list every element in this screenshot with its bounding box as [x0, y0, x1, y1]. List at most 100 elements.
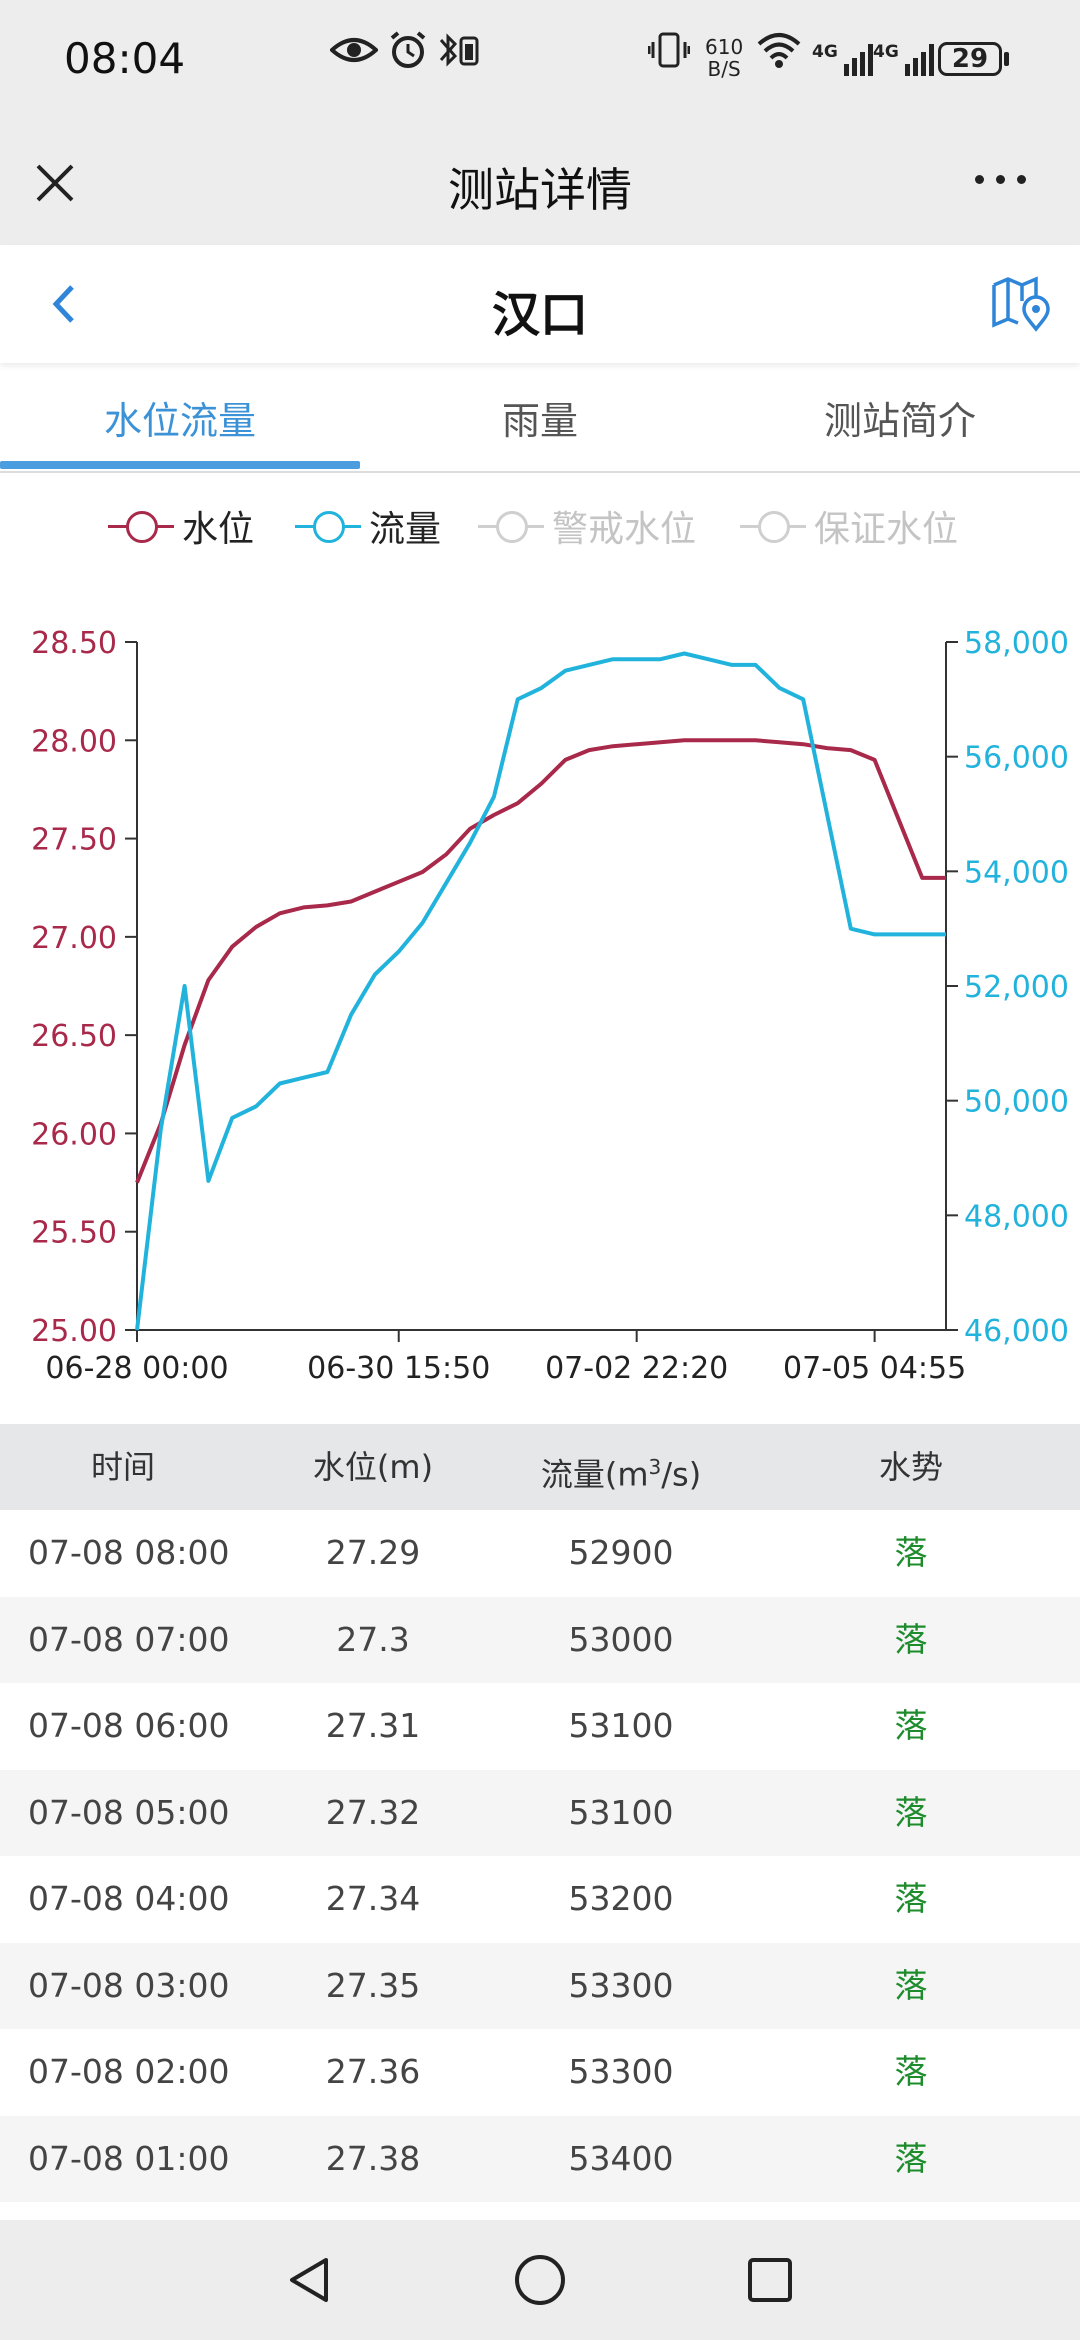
tab-bar: 水位流量 雨量 测站简介 — [0, 365, 1080, 473]
cell-time: 07-08 03:00 — [28, 1965, 230, 2005]
legend-marker — [295, 506, 361, 546]
tab-indicator — [0, 461, 360, 469]
cell-flow: 53000 — [568, 1619, 674, 1659]
legend-marker — [478, 506, 544, 546]
cell-trend: 落 — [894, 2052, 928, 2091]
header-time: 时间 — [90, 1448, 155, 1486]
legend-marker — [108, 506, 174, 546]
cell-level: 27.32 — [325, 1792, 421, 1832]
more-icon[interactable] — [975, 175, 1026, 184]
eye-icon — [329, 30, 379, 82]
y-right-tick-label: 48,000 — [964, 1199, 1069, 1234]
table-header: 时间 水位(m) 流量(m3/s) 水势 — [0, 1424, 1080, 1510]
battery-icon: 29 — [938, 42, 1002, 76]
x-tick-label: 06-30 15:50 — [307, 1351, 490, 1386]
map-icon[interactable] — [990, 275, 1050, 333]
battery-tip — [1004, 52, 1009, 66]
wifi-icon — [756, 30, 802, 82]
series-line-flow — [135, 651, 946, 1331]
header-trend: 水势 — [878, 1448, 943, 1486]
cell-flow: 53400 — [568, 2138, 674, 2178]
cell-time: 07-08 04:00 — [28, 1879, 230, 1918]
cell-time: 07-08 06:00 — [28, 1706, 230, 1745]
table-row[interactable]: 07-08 02:00 27.36 53300 落 — [0, 2029, 1080, 2116]
page-title: 测站详情 — [448, 163, 632, 217]
cell-flow: 53100 — [568, 1792, 674, 1832]
cell-trend: 落 — [894, 2138, 928, 2178]
status-bar: 08:04 610 B/S 4G 4G 29 — [0, 0, 1080, 120]
tab-water-level-flow[interactable]: 水位流量 — [103, 399, 256, 443]
cell-level: 27.31 — [325, 1706, 421, 1745]
y-left-tick-label: 25.00 — [31, 1314, 117, 1349]
water-level-flow-chart[interactable]: 25.00 25.50 26.00 26.50 27.00 27.50 28.00 28.50… — [0, 610, 1080, 1390]
table-row[interactable]: 07-08 03:00 27.35 53300 落 — [0, 1942, 1080, 2029]
y-left-tick-label: 28.00 — [31, 724, 117, 759]
x-tick-label: 06-28 00:00 — [45, 1351, 228, 1386]
cell-level: 27.36 — [325, 2052, 421, 2091]
alarm-icon — [388, 30, 428, 82]
back-icon[interactable] — [44, 281, 84, 327]
cell-flow: 53100 — [568, 1706, 674, 1745]
table-row[interactable]: 07-08 07:00 27.3 53000 落 — [0, 1596, 1080, 1683]
vibrate-icon — [647, 30, 691, 82]
cell-trend: 落 — [894, 1533, 928, 1572]
legend-item-warning-level[interactable]: 警戒水位 — [478, 500, 696, 552]
y-right-tick-label: 50,000 — [964, 1085, 1069, 1120]
signal-icon: 4G — [873, 42, 934, 76]
legend-item-water-level[interactable]: 水位 — [108, 500, 254, 552]
net-speed: 610 B/S — [705, 35, 744, 81]
header-level: 水位(m) — [312, 1448, 434, 1486]
signal-icon: 4G — [812, 42, 873, 76]
y-right-tick-label: 56,000 — [964, 741, 1069, 776]
cell-level: 27.38 — [325, 2138, 421, 2178]
y-left-tick-label: 25.50 — [31, 1216, 117, 1251]
cell-trend: 落 — [894, 1706, 928, 1745]
y-right-tick-label: 58,000 — [964, 626, 1069, 661]
y-right-tick-label: 52,000 — [964, 970, 1069, 1005]
bluetooth-battery-icon — [435, 30, 485, 82]
table-body: 07-08 08:00 27.29 52900 落 07-08 07:00 27.3 530… — [0, 1510, 1080, 2202]
cell-trend: 落 — [894, 1619, 928, 1659]
cell-level: 27.29 — [325, 1533, 421, 1572]
y-right-tick-label: 54,000 — [964, 855, 1069, 890]
y-right-tick-label: 46,000 — [964, 1314, 1069, 1349]
station-bar: 汉口 — [0, 245, 1080, 363]
close-icon[interactable] — [30, 158, 80, 208]
cell-flow: 53200 — [568, 1879, 674, 1918]
cell-time: 07-08 08:00 — [28, 1533, 230, 1572]
legend-marker — [740, 506, 806, 546]
cell-level: 27.3 — [336, 1619, 410, 1659]
chart-legend: 水位 流量 警戒水位 保证水位 — [0, 500, 1080, 550]
cell-trend: 落 — [894, 1879, 928, 1918]
cell-time: 07-08 02:00 — [28, 2052, 230, 2091]
legend-item-guarantee-level[interactable]: 保证水位 — [740, 500, 958, 552]
table-row[interactable]: 07-08 05:00 27.32 53100 落 — [0, 1769, 1080, 1856]
legend-item-flow[interactable]: 流量 — [295, 500, 441, 552]
y-left-tick-label: 27.50 — [31, 823, 117, 858]
cell-level: 27.35 — [325, 1965, 421, 2005]
tab-station-intro[interactable]: 测站简介 — [823, 399, 976, 443]
cell-trend: 落 — [894, 1965, 928, 2005]
cell-level: 27.34 — [325, 1879, 421, 1918]
table-row[interactable]: 07-08 01:00 27.38 53400 落 — [0, 2115, 1080, 2202]
table-row[interactable]: 07-08 04:00 27.34 53200 落 — [0, 1856, 1080, 1943]
header-flow: 流量(m3/s) — [540, 1455, 702, 1494]
cell-flow: 53300 — [568, 1965, 674, 2005]
app-header: 测站详情 — [0, 120, 1080, 245]
x-tick-label: 07-02 22:20 — [545, 1351, 728, 1386]
system-nav-bar — [0, 2220, 1080, 2340]
table-row[interactable]: 07-08 08:00 27.29 52900 落 — [0, 1510, 1080, 1597]
back-nav-icon[interactable] — [282, 2252, 338, 2308]
cell-time: 07-08 01:00 — [28, 2138, 230, 2178]
tab-rainfall[interactable]: 雨量 — [501, 399, 578, 443]
cell-trend: 落 — [894, 1792, 928, 1832]
cell-time: 07-08 05:00 — [28, 1792, 230, 1832]
x-tick-label: 07-05 04:55 — [783, 1351, 966, 1386]
y-left-tick-label: 26.00 — [31, 1117, 117, 1152]
y-left-tick-label: 27.00 — [31, 921, 117, 956]
station-name: 汉口 — [491, 287, 588, 343]
recents-nav-icon[interactable] — [742, 2252, 798, 2308]
home-nav-icon[interactable] — [512, 2252, 568, 2308]
table-row[interactable]: 07-08 06:00 27.31 53100 落 — [0, 1683, 1080, 1770]
y-left-tick-label: 26.50 — [31, 1019, 117, 1054]
